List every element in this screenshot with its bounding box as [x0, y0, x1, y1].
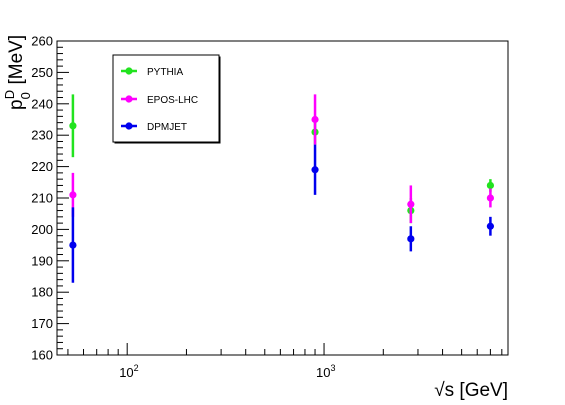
x-tick-label-exponent: 2 [134, 363, 139, 373]
y-tick-label: 220 [31, 159, 53, 174]
y-tick-label: 200 [31, 222, 53, 237]
legend-marker [125, 122, 133, 130]
data-point [486, 181, 495, 190]
legend-label: PYTHIA [147, 67, 183, 78]
x-axis: 102 103 [67, 343, 503, 380]
data-point [69, 241, 77, 249]
y-axis-title-sub: 0 [18, 92, 33, 99]
data-point [486, 222, 495, 230]
legend-label: EPOS-LHC [147, 95, 198, 106]
data-points [69, 94, 495, 283]
y-axis-title-sup: D [2, 90, 17, 99]
data-point [69, 191, 77, 199]
x-axis-title: √s [GeV] [434, 380, 508, 401]
legend-marker [125, 95, 133, 103]
legend-label: DPMJET [147, 122, 187, 133]
y-axis-title: p0D [MeV] [2, 35, 33, 110]
x-tick-label-base: 10 [316, 365, 330, 380]
x-tick-label-exponent: 3 [331, 363, 336, 373]
y-tick-label: 210 [31, 191, 53, 206]
legend-marker [125, 67, 133, 75]
x-tick-label-base: 10 [119, 365, 133, 380]
data-point [311, 115, 319, 124]
y-tick-label: 180 [31, 285, 53, 300]
legend: PYTHIA EPOS-LHC DPMJET [112, 54, 221, 144]
data-point [311, 166, 319, 174]
data-point [69, 122, 77, 130]
y-axis-title-main: p [6, 99, 27, 110]
y-tick-label: 240 [31, 96, 53, 111]
data-point [407, 235, 415, 243]
y-tick-label: 190 [31, 253, 53, 268]
x-tick-label: 102 [119, 363, 138, 380]
y-tick-label: 230 [31, 128, 53, 143]
x-tick-label: 103 [316, 363, 335, 380]
y-tick-label: 250 [31, 65, 53, 80]
y-axis: 160 170 180 190 200 210 220 230 240 250 260 [31, 34, 69, 363]
y-tick-label: 170 [31, 316, 53, 331]
series-epos-lhc [69, 94, 495, 224]
data-point [407, 200, 415, 208]
series-dpmjet [69, 144, 495, 283]
data-point [486, 194, 495, 202]
y-axis-title-unit: [MeV] [6, 35, 27, 90]
y-tick-label: 260 [31, 34, 53, 49]
y-tick-label: 160 [31, 348, 53, 363]
